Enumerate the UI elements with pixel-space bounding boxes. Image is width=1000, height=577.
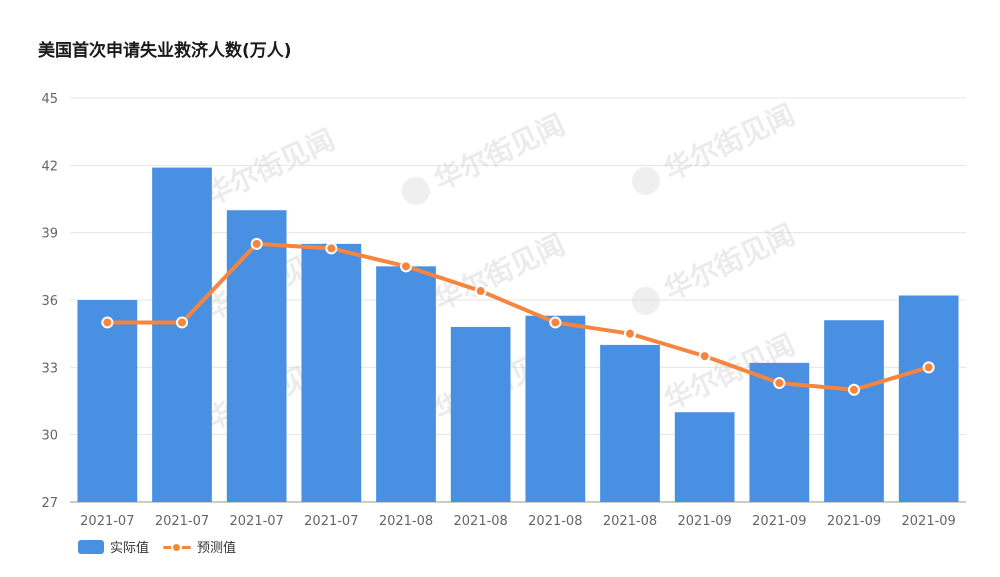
x-tick-label: 2021-07 (155, 514, 209, 529)
forecast-point (624, 327, 636, 340)
forecast-point (922, 361, 935, 374)
y-tick-label: 36 (41, 294, 58, 309)
x-tick-label: 2021-09 (827, 514, 881, 529)
x-tick-label: 2021-08 (528, 514, 582, 529)
watermark-logo-icon (631, 286, 660, 315)
x-tick-label: 2021-09 (902, 514, 956, 529)
legend: 实际值 预测值 (78, 537, 236, 556)
legend-label-actual: 实际值 (110, 541, 150, 556)
x-tick-label: 2021-07 (80, 514, 134, 529)
forecast-point (474, 285, 487, 298)
chart-title: 美国首次申请失业救济人数(万人) (38, 41, 292, 61)
watermark-text: 华尔街见闻 (659, 218, 800, 307)
x-tick-label: 2021-07 (230, 514, 284, 529)
y-tick-label: 42 (41, 159, 58, 174)
bar-actual (450, 326, 511, 502)
bar-actual (152, 167, 212, 503)
forecast-point (325, 242, 338, 255)
x-tick-label: 2021-08 (603, 514, 657, 529)
watermark-logo-icon (631, 166, 660, 195)
bar-actual (77, 300, 138, 502)
forecast-point (400, 260, 412, 273)
bar-actual (898, 295, 959, 502)
legend-item-actual[interactable]: 实际值 (78, 537, 149, 556)
forecast-point (773, 377, 786, 390)
bar-actual (226, 210, 287, 502)
bar-actual (301, 243, 362, 502)
bar-actual (525, 315, 586, 502)
forecast-line (105, 241, 931, 392)
forecast-point (848, 383, 860, 396)
y-tick-label: 30 (41, 429, 58, 444)
legend-label-forecast: 预测值 (197, 541, 237, 556)
watermark-text: 华尔街见闻 (199, 123, 340, 212)
watermark: 华尔街见闻 (401, 108, 570, 205)
legend-bar-swatch (78, 539, 104, 554)
watermark-text: 华尔街见闻 (429, 108, 570, 197)
x-tick-label: 2021-07 (304, 514, 358, 529)
forecast-point (101, 316, 114, 329)
x-tick-label: 2021-09 (752, 514, 806, 529)
y-tick-label: 39 (41, 227, 58, 242)
legend-item-forecast[interactable]: 预测值 (163, 537, 236, 556)
watermark-text: 华尔街见闻 (429, 228, 570, 317)
watermark-logo-icon (401, 176, 430, 205)
y-tick-label: 33 (41, 361, 58, 376)
bar-actual (824, 320, 884, 502)
axis-layer: 27 30 33 36 39 42 45 2021-07 2021-07 2021-07 2021-… (41, 92, 955, 529)
watermark-text: 华尔街见闻 (659, 98, 800, 187)
forecast-point (549, 316, 562, 329)
watermark: 华尔街见闻 (631, 218, 800, 315)
y-tick-label: 27 (41, 496, 58, 511)
x-tick-label: 2021-09 (678, 514, 732, 529)
watermark: 华尔街见闻 (631, 98, 800, 195)
forecast-point (176, 316, 188, 329)
bar-actual (376, 266, 436, 502)
forecast-point (250, 237, 263, 250)
line-layer (101, 237, 935, 396)
bar-actual (600, 344, 660, 502)
x-tick-label: 2021-08 (379, 514, 433, 529)
y-tick-label: 45 (41, 92, 58, 107)
x-tick-label: 2021-08 (454, 514, 508, 529)
forecast-point (698, 350, 711, 363)
grid-layer (70, 97, 966, 503)
bar-layer (77, 167, 959, 503)
legend-line-swatch (163, 540, 192, 554)
bar-actual (674, 412, 735, 502)
